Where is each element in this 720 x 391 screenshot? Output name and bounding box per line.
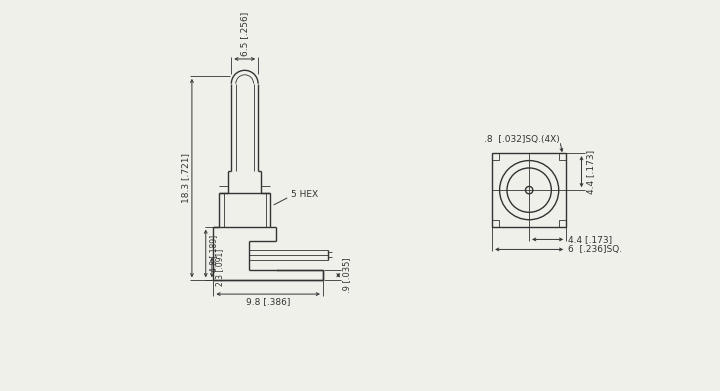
Text: 4.4 [.173]: 4.4 [.173] (586, 150, 595, 194)
Bar (492, 153, 499, 160)
Text: 4.4 [.173]: 4.4 [.173] (568, 235, 613, 244)
Text: 9.8 [.386]: 9.8 [.386] (246, 297, 290, 306)
Text: 18.3 [.721]: 18.3 [.721] (181, 153, 190, 203)
Bar (559, 153, 566, 160)
Bar (492, 153, 566, 227)
Text: 6  [.236]SQ.: 6 [.236]SQ. (568, 245, 623, 254)
Text: 6.5 [.256]: 6.5 [.256] (240, 12, 249, 56)
Bar (492, 220, 499, 227)
Bar (559, 220, 566, 227)
Text: .8  [.032]SQ.(4X): .8 [.032]SQ.(4X) (485, 135, 560, 144)
Text: .9 [.035]: .9 [.035] (342, 257, 351, 293)
Text: 4.8 [.189]: 4.8 [.189] (209, 235, 218, 272)
Text: 2.3 [.091]: 2.3 [.091] (215, 249, 224, 286)
Text: 5 HEX: 5 HEX (291, 190, 318, 199)
